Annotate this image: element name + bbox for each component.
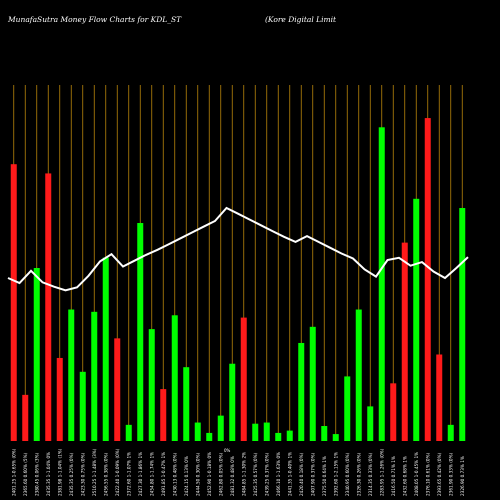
bar [194,422,201,441]
x-tick-label: 2444.50 0.30% (0%) [195,452,200,496]
extra-tick-label: 0% [224,448,231,453]
x-tick-label: 2430.13 0.48% (0%) [172,452,177,496]
bar [275,432,282,441]
x-tick-label: 2454.80 1-1.74% 1% [149,452,154,496]
bar [286,430,293,441]
x-tick-label: 2420.40 0.18% (0%) [299,452,304,496]
bar [114,338,121,441]
x-tick-label: 2375.50 0.64% 1% [322,456,327,496]
bar [148,329,155,441]
x-tick-label: 2452.90 1-0.18% 0% [207,452,212,496]
bar [91,311,98,441]
x-tick-label: 2423.30 0.75% (0%) [80,452,85,496]
bar [298,342,305,441]
x-tick-label: 2491.85 1-0.47% 1% [161,452,166,496]
x-tick-label: 2456.55 0.38% (0%) [103,452,108,496]
bar [160,389,167,441]
bar [102,257,109,441]
x-tick-label: 2361.90 0.33% (0%) [448,452,453,496]
x-tick-label: 2425.35 0.57% (0%) [253,452,258,496]
bar [332,434,339,441]
x-tick-label: 2393.65 0.42% (0%) [437,452,442,496]
bar [240,317,247,441]
x-tick-label: 2422.40 1-0.09% (0%) [115,448,120,496]
bar [424,118,431,442]
bar [252,423,259,441]
bar [125,424,132,441]
x-tick-label: 2380.45 0.06% (3%) [34,452,39,496]
bar [10,164,17,441]
bar [45,173,52,441]
chart-subtitle: (Kore Digital Limit [265,15,337,24]
x-tick-label: 2381.98 1-1.04% (1%) [57,448,62,496]
bar [22,394,29,441]
bar [378,127,385,441]
x-tick-label: 2283.95 1-1.26% (0%) [379,448,384,496]
bar [137,223,144,441]
bar [436,354,443,441]
bar [321,426,328,441]
x-tick-label: 2401.25 1-0.65% (0%) [11,448,16,496]
x-tick-label: 2365.60 0.60% (5%) [23,452,28,496]
bar [56,357,63,441]
bar [183,367,190,441]
x-tick-label: 2510.25 1-1.48% (3%) [92,448,97,496]
bar [171,315,178,441]
x-tick-label: 2462.80 0.05% (0%) [218,452,223,496]
x-tick-label: 2376.10 0.61% (0%) [425,452,430,496]
x-tick-label: 2466.10 1-1.63% 0% [276,452,281,496]
x-tick-label: 2484.85 1-1.30% 2% [241,452,246,496]
x-tick-label: 2435.35 1-1.04% 0% [46,452,51,496]
x-tick-label: 2372.60 1-1.07% 1% [126,452,131,496]
bar [447,424,454,441]
bar [309,326,316,441]
x-tick-label: 2314.35 0.33% (0%) [368,452,373,496]
x-tick-label: 2416.50 0.71% 1% [391,456,396,496]
x-tick-label: 2481.32 0.48% 0% [230,456,235,496]
money-flow-line [7,206,469,292]
x-tick-label: 2427.30 1-1.86% 1% [138,452,143,496]
bar [263,422,270,441]
x-tick-label: 2408.05 1-0.45% 1% [414,452,419,496]
bar-series [10,118,466,442]
x-tick-label: 2439.25 0.37% (0%) [264,452,269,496]
x-tick-label: 2326.30 0.26% (0%) [356,452,361,496]
bar [344,376,351,441]
bar [413,198,420,441]
chart-title: MunafaSutra Money Flow Charts for KDL_ST [7,15,182,24]
x-tick-label: 2441.35 1-0.40% 1% [287,452,292,496]
x-tick-label: 2435.35 0.25% (0%) [69,452,74,496]
x-tick-labels: 2401.25 1-0.65% (0%) 2365.60 0.60% (5%) 23… [11,448,465,496]
bar [390,383,397,441]
bar [206,432,213,441]
x-tick-label: 2340.95 0.60% (0%) [345,452,350,496]
bar [401,242,408,441]
bar [217,415,224,441]
bar [459,208,466,441]
x-tick-label: 2407.90 0.37% (0%) [310,452,315,496]
bar [33,268,40,441]
x-tick-label: 2326.90 0.73% 1% [460,456,465,496]
bar [355,309,362,441]
x-tick-label: 2432.60 0.68% 1% [402,456,407,496]
bar [367,406,374,441]
x-tick-label: 2424.15 0.13% 0% [184,456,189,496]
bar [79,371,86,441]
bar [68,309,75,441]
x-tick-label: 2392.60 1-2.15% 1% [333,452,338,496]
bar [229,363,236,441]
